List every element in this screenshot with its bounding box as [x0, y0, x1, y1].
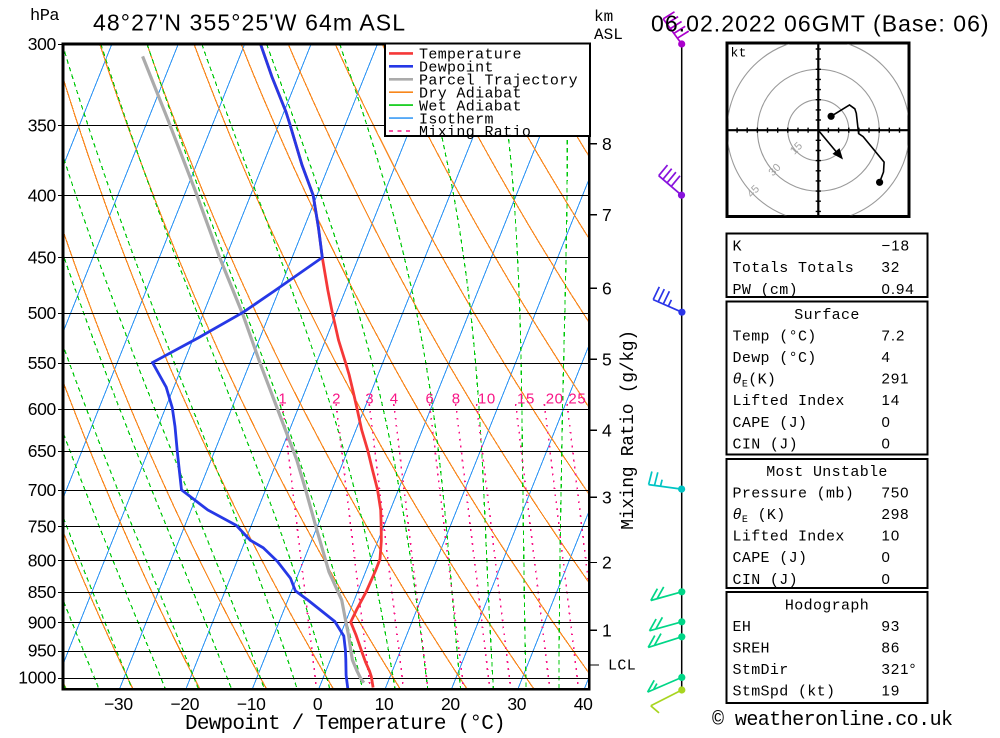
svg-text:93: 93	[882, 618, 901, 635]
svg-text:10: 10	[375, 694, 394, 714]
svg-text:750: 750	[882, 484, 910, 501]
svg-text:0: 0	[882, 571, 891, 588]
svg-text:0.94: 0.94	[882, 281, 915, 298]
svg-text:Wet Adiabat: Wet Adiabat	[419, 98, 522, 115]
svg-text:298: 298	[882, 506, 910, 523]
svg-text:10: 10	[882, 528, 901, 545]
svg-text:850: 850	[28, 582, 57, 602]
svg-text:Parcel Trajectory: Parcel Trajectory	[419, 73, 578, 90]
svg-text:20: 20	[546, 391, 564, 408]
svg-text:kt: kt	[731, 46, 747, 61]
svg-text:2: 2	[602, 553, 611, 573]
svg-text:8: 8	[602, 134, 611, 154]
svg-text:Hodograph: Hodograph	[785, 597, 869, 614]
svg-text:14: 14	[882, 392, 901, 409]
svg-text:−30: −30	[104, 694, 133, 714]
svg-text:5: 5	[602, 349, 611, 369]
svg-text:Totals Totals: Totals Totals	[733, 260, 855, 277]
svg-text:06.02.2022 06GMT (Base: 06): 06.02.2022 06GMT (Base: 06)	[651, 11, 990, 37]
svg-text:StmDir: StmDir	[733, 662, 789, 679]
svg-text:7: 7	[602, 205, 611, 225]
svg-text:15: 15	[517, 391, 535, 408]
svg-text:8: 8	[452, 391, 461, 408]
svg-text:Lifted Index: Lifted Index	[733, 529, 845, 546]
svg-text:0: 0	[882, 435, 891, 452]
svg-text:0: 0	[882, 414, 891, 431]
svg-text:θE(K): θE(K)	[733, 372, 777, 391]
svg-text:32: 32	[882, 259, 901, 276]
svg-text:Mixing Ratio (g/kg): Mixing Ratio (g/kg)	[619, 330, 639, 530]
svg-text:4: 4	[602, 420, 612, 440]
svg-text:−20: −20	[170, 694, 199, 714]
svg-text:1000: 1000	[18, 668, 56, 688]
svg-text:600: 600	[28, 399, 57, 419]
svg-text:hPa: hPa	[30, 7, 59, 26]
svg-text:3: 3	[602, 488, 611, 508]
svg-text:6: 6	[602, 279, 611, 299]
svg-text:Dry Adiabat: Dry Adiabat	[419, 85, 522, 102]
svg-text:K: K	[733, 239, 742, 256]
svg-text:450: 450	[28, 248, 57, 268]
svg-text:20: 20	[441, 694, 460, 714]
svg-text:48°27'N 355°25'W 64m ASL: 48°27'N 355°25'W 64m ASL	[93, 10, 406, 36]
svg-text:1: 1	[602, 620, 611, 640]
svg-text:Temperature: Temperature	[419, 47, 522, 64]
svg-text:86: 86	[882, 640, 901, 657]
svg-text:Lifted Index: Lifted Index	[733, 393, 845, 410]
svg-text:Mixing Ratio: Mixing Ratio	[419, 124, 531, 141]
svg-text:Temp (°C): Temp (°C)	[733, 328, 817, 345]
svg-text:Dewpoint / Temperature (°C): Dewpoint / Temperature (°C)	[185, 713, 505, 733]
svg-text:CAPE (J): CAPE (J)	[733, 550, 808, 567]
svg-text:CIN (J): CIN (J)	[733, 572, 798, 589]
svg-text:30: 30	[507, 694, 526, 714]
svg-text:© weatheronline.co.uk: © weatheronline.co.uk	[712, 709, 953, 732]
svg-text:400: 400	[28, 186, 57, 206]
svg-text:0: 0	[313, 694, 323, 714]
svg-text:900: 900	[28, 612, 57, 632]
svg-text:40: 40	[574, 694, 593, 714]
svg-text:4: 4	[882, 349, 891, 366]
svg-text:Isotherm: Isotherm	[419, 111, 494, 128]
svg-text:CIN (J): CIN (J)	[733, 436, 798, 453]
svg-text:SREH: SREH	[733, 641, 770, 658]
svg-text:7.2: 7.2	[882, 327, 906, 344]
svg-text:6: 6	[426, 391, 435, 408]
svg-text:291: 291	[882, 371, 910, 388]
svg-text:550: 550	[28, 353, 57, 373]
svg-text:19: 19	[882, 683, 901, 700]
svg-text:Pressure (mb): Pressure (mb)	[733, 485, 855, 502]
svg-text:Dewpoint: Dewpoint	[419, 60, 494, 77]
svg-text:300: 300	[28, 34, 57, 54]
svg-text:PW (cm): PW (cm)	[733, 282, 798, 299]
svg-text:321°: 321°	[882, 661, 917, 678]
svg-text:−10: −10	[237, 694, 266, 714]
svg-text:−18: −18	[882, 238, 910, 255]
svg-text:Dewp (°C): Dewp (°C)	[733, 350, 817, 367]
svg-text:LCL: LCL	[608, 658, 636, 675]
svg-text:950: 950	[28, 641, 57, 661]
svg-text:800: 800	[28, 550, 57, 570]
svg-text:Most Unstable: Most Unstable	[766, 464, 888, 481]
svg-text:4: 4	[390, 391, 399, 408]
svg-text:CAPE (J): CAPE (J)	[733, 415, 808, 432]
svg-text:25: 25	[568, 391, 586, 408]
svg-text:θE (K): θE (K)	[733, 507, 786, 526]
svg-text:2: 2	[332, 391, 341, 408]
svg-text:650: 650	[28, 441, 57, 461]
svg-text:750: 750	[28, 516, 57, 536]
svg-text:Surface: Surface	[794, 307, 859, 324]
svg-text:ASL: ASL	[594, 26, 623, 44]
svg-text:StmSpd (kt): StmSpd (kt)	[733, 684, 836, 701]
svg-text:700: 700	[28, 480, 57, 500]
svg-text:3: 3	[365, 391, 374, 408]
svg-text:0: 0	[882, 549, 891, 566]
svg-text:350: 350	[28, 115, 57, 135]
svg-text:500: 500	[28, 303, 57, 323]
svg-text:10: 10	[478, 391, 496, 408]
svg-text:1: 1	[278, 391, 287, 408]
svg-text:km: km	[594, 8, 613, 26]
svg-text:EH: EH	[733, 619, 752, 636]
